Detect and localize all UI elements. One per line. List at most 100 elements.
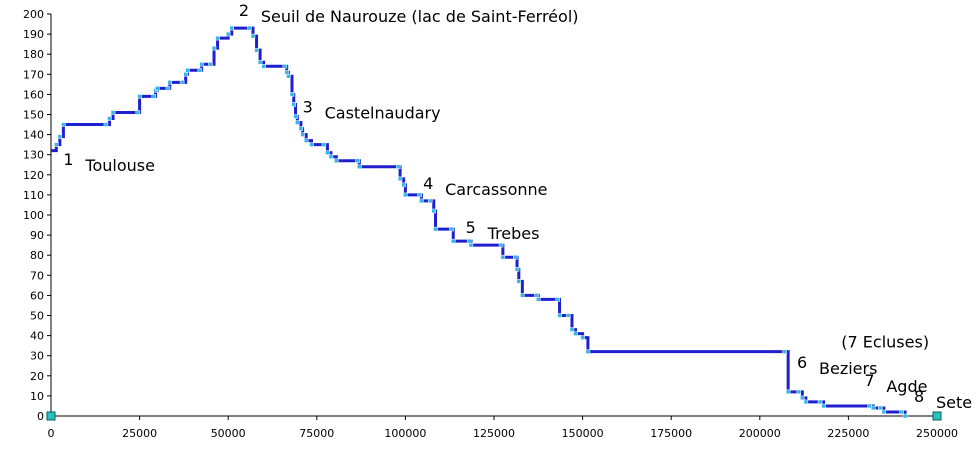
- lock-marker: [298, 126, 304, 131]
- lock-marker: [179, 80, 185, 85]
- lock-marker: [466, 238, 472, 244]
- annotation-number: 2: [239, 1, 249, 20]
- x-tick-label: 225000: [827, 427, 869, 440]
- y-tick-label: 90: [30, 229, 44, 242]
- y-tick-label: 20: [30, 370, 44, 383]
- y-tick-label: 130: [23, 149, 44, 162]
- x-tick-label: 175000: [650, 427, 692, 440]
- lock-marker: [57, 134, 63, 139]
- lock-marker: [782, 349, 787, 354]
- x-ticks: 0 25000 50000 75000 100000 125000 150000 175000…: [48, 416, 958, 440]
- annotation-number: 6: [797, 353, 807, 372]
- y-tick-label: 80: [30, 249, 44, 262]
- lock-marker: [800, 395, 805, 401]
- lock-marker: [208, 62, 213, 67]
- lock-marker: [449, 226, 454, 232]
- lock-marker: [396, 164, 401, 170]
- annotations: 1 Toulouse 2 Seuil de Naurouze (lac de Sain…: [63, 1, 972, 412]
- lock-marker: [250, 33, 256, 39]
- lock-marker: [257, 59, 263, 65]
- lock-marker: [286, 74, 291, 79]
- annotation-label: (7 Ecluses): [841, 333, 929, 352]
- annotation-number: 4: [423, 174, 433, 193]
- annotation-label: Beziers: [819, 359, 877, 378]
- y-tick-label: 120: [23, 169, 44, 182]
- lock-marker: [566, 313, 571, 318]
- lock-marker: [803, 399, 809, 405]
- y-tick-label: 170: [23, 68, 44, 81]
- lock-marker: [355, 158, 360, 163]
- x-tick-label: 125000: [473, 427, 515, 440]
- lock-marker: [580, 335, 585, 340]
- y-tick-label: 50: [30, 310, 44, 323]
- x-scroll-handle-right[interactable]: [932, 411, 942, 421]
- lock-marker: [197, 68, 203, 73]
- y-tick-label: 140: [23, 129, 44, 142]
- annotation-number: 3: [303, 97, 313, 116]
- lock-marker: [284, 70, 289, 75]
- y-tick-label: 100: [23, 209, 44, 222]
- y-tick-label: 70: [30, 269, 44, 282]
- lock-marker: [573, 331, 578, 336]
- y-tick-label: 40: [30, 330, 44, 343]
- lock-marker: [103, 122, 109, 127]
- annotation-number: 5: [466, 218, 476, 237]
- annotation-label: Carcassonne: [445, 180, 547, 199]
- x-tick-label: 50000: [211, 427, 246, 440]
- lock-marker: [520, 293, 525, 298]
- lock-marker: [785, 389, 791, 395]
- lock-marker: [514, 267, 520, 272]
- x-tick-label: 0: [48, 427, 55, 440]
- y-tick-label: 10: [30, 390, 44, 403]
- lock-marker: [403, 192, 408, 198]
- lock-marker: [110, 110, 116, 115]
- lock-marker: [167, 80, 172, 85]
- y-tick-label: 60: [30, 289, 44, 302]
- series-line: [51, 26, 907, 416]
- annotation-number: 7: [864, 371, 874, 390]
- y-tick-label: 180: [23, 48, 44, 61]
- x-tick-label: 150000: [562, 427, 604, 440]
- annotation-label: Toulouse: [84, 156, 155, 175]
- annotation-number: 8: [914, 387, 924, 406]
- lock-marker: [433, 226, 438, 232]
- lock-marker: [899, 409, 904, 415]
- lock-marker: [881, 409, 887, 415]
- annotation-number: 1: [63, 150, 73, 169]
- lock-marker: [165, 86, 171, 91]
- lock-marker: [516, 279, 522, 284]
- lock-marker: [419, 198, 424, 204]
- lock-marker: [427, 198, 433, 204]
- lock-marker: [225, 31, 231, 37]
- lock-marker: [450, 238, 456, 244]
- annotation-label: Castelnaudary: [325, 103, 441, 122]
- lock-marker: [468, 242, 474, 248]
- lock-marker: [211, 45, 217, 51]
- lock-marker: [282, 64, 288, 69]
- lock-marker: [135, 110, 141, 115]
- annotation-label: Trebes: [487, 224, 540, 243]
- x-tick-label: 100000: [384, 427, 426, 440]
- lock-marker: [328, 154, 334, 159]
- lock-marker: [185, 68, 190, 73]
- annotation-label: Seuil de Naurouze (lac de Saint-Ferréol): [261, 7, 579, 26]
- lock-marker: [54, 142, 59, 147]
- lock-marker: [303, 138, 309, 143]
- y-tick-label: 200: [23, 8, 44, 21]
- y-tick-label: 150: [23, 109, 44, 122]
- lock-marker: [534, 293, 539, 298]
- lock-marker: [500, 254, 506, 260]
- lock-marker: [585, 349, 591, 354]
- series: [51, 26, 907, 416]
- lock-marker: [325, 150, 330, 155]
- y-tick-label: 190: [23, 28, 44, 41]
- lock-marker: [536, 297, 541, 302]
- y-ticks: 0 10 20 30 40 50 60 70 80 90 100 110 120 130 140 150 160…: [23, 8, 51, 423]
- lock-marker: [61, 122, 66, 127]
- lock-marker: [357, 164, 362, 170]
- lock-marker: [107, 116, 112, 121]
- lock-marker: [254, 47, 259, 53]
- lock-marker: [902, 413, 908, 419]
- x-scroll-handle-left[interactable]: [46, 411, 56, 421]
